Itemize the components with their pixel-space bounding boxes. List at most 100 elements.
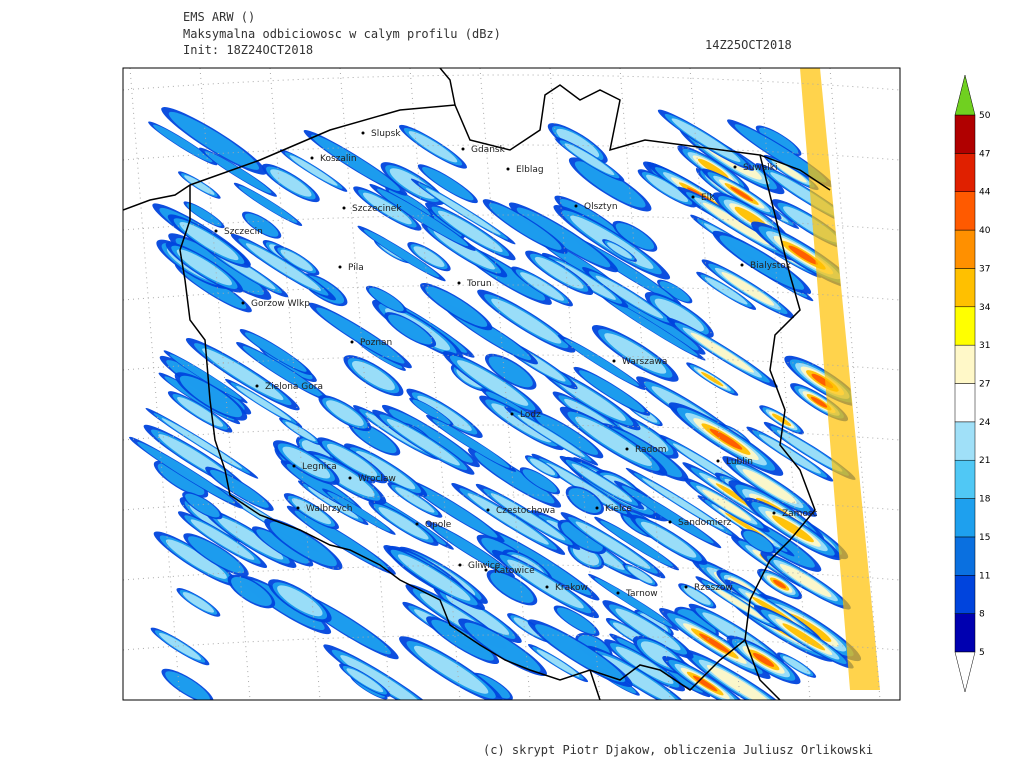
parallel [123, 564, 900, 581]
colorbar-swatch [954, 498, 976, 538]
meridian [759, 68, 811, 700]
echo [564, 143, 615, 176]
echo [753, 652, 775, 667]
echo [719, 235, 805, 290]
echo [326, 443, 378, 477]
echo [615, 608, 681, 651]
echo [759, 127, 799, 154]
parallel [123, 74, 900, 91]
echo [186, 203, 222, 227]
city-label: Gdansk [471, 145, 506, 155]
city-label: Wroclaw [358, 474, 396, 484]
echo [659, 281, 690, 302]
echo [242, 346, 323, 397]
echo [642, 478, 725, 530]
echo [529, 458, 556, 476]
echo [607, 242, 632, 259]
echo [168, 111, 260, 170]
echo [600, 520, 673, 567]
echo [709, 428, 743, 450]
echo [153, 124, 213, 163]
echo [157, 463, 205, 496]
meridian [829, 68, 881, 700]
echo [177, 397, 224, 427]
city-label: Gorzow Wlkp [251, 299, 310, 309]
echo [137, 441, 236, 504]
echo [169, 354, 242, 400]
init-time: Init: 18Z24OCT2018 [183, 43, 313, 57]
echo [564, 338, 639, 387]
city-label: Torun [466, 279, 492, 289]
echo [568, 488, 602, 513]
echo [698, 633, 731, 654]
colorbar-swatch [954, 536, 976, 576]
echo [474, 452, 555, 504]
colorbar-over [954, 74, 976, 116]
valid-time: 14Z25OCT2018 [705, 38, 792, 52]
echo [425, 286, 488, 327]
model-title: EMS ARW () [183, 10, 255, 24]
echo [574, 161, 646, 208]
echo [327, 491, 391, 532]
echo [285, 421, 316, 442]
echo [397, 554, 471, 601]
echo [575, 416, 652, 466]
echo [773, 579, 786, 589]
city-label: Lublin [726, 457, 753, 467]
city-label: Lodz [520, 410, 541, 420]
city-label: Bialystok [750, 261, 792, 271]
meridian [619, 68, 671, 700]
city-label: Zamosc [782, 509, 818, 519]
echo [517, 414, 585, 458]
city-marker [668, 520, 672, 524]
city-marker [510, 412, 514, 416]
parallel [123, 424, 900, 441]
echo [640, 521, 697, 558]
city-label: Poznan [360, 338, 392, 348]
echo [706, 665, 773, 700]
echo [692, 675, 718, 692]
city-label: Olsztyn [584, 202, 618, 212]
graticule [123, 68, 900, 720]
echo [646, 174, 689, 202]
colorbar-label: 37 [979, 264, 990, 274]
parallel [123, 494, 900, 511]
echo [742, 469, 797, 504]
echo [561, 522, 603, 552]
city-marker [772, 511, 776, 515]
echo [758, 434, 821, 474]
city-marker [296, 506, 300, 510]
echo [546, 463, 620, 510]
echo [534, 256, 584, 289]
echo [616, 298, 699, 351]
echo [516, 207, 611, 268]
city-marker [457, 281, 461, 285]
echo [256, 529, 309, 564]
echo [165, 539, 227, 579]
echo [594, 577, 673, 627]
colorbar-label: 21 [979, 456, 990, 466]
echo [433, 230, 495, 270]
parallel [123, 705, 900, 720]
echo [776, 430, 843, 472]
city-marker [348, 476, 352, 480]
echo [204, 151, 272, 194]
city-label: Elk [701, 193, 715, 203]
city-label: Krakow [555, 583, 588, 593]
city-marker [684, 585, 688, 589]
echo [534, 413, 599, 455]
colorbar-label: 11 [979, 571, 990, 581]
city-marker [545, 585, 549, 589]
city-marker [506, 167, 510, 171]
echo [457, 360, 529, 406]
echo [411, 483, 498, 538]
city-marker [338, 265, 342, 269]
colorbar-label: 44 [979, 188, 991, 198]
echo [179, 222, 239, 261]
echo [743, 530, 774, 553]
domain-edge [820, 68, 900, 700]
echo [788, 245, 819, 265]
echo [282, 446, 331, 479]
city-label: Katowice [494, 566, 535, 576]
echo [621, 485, 714, 544]
